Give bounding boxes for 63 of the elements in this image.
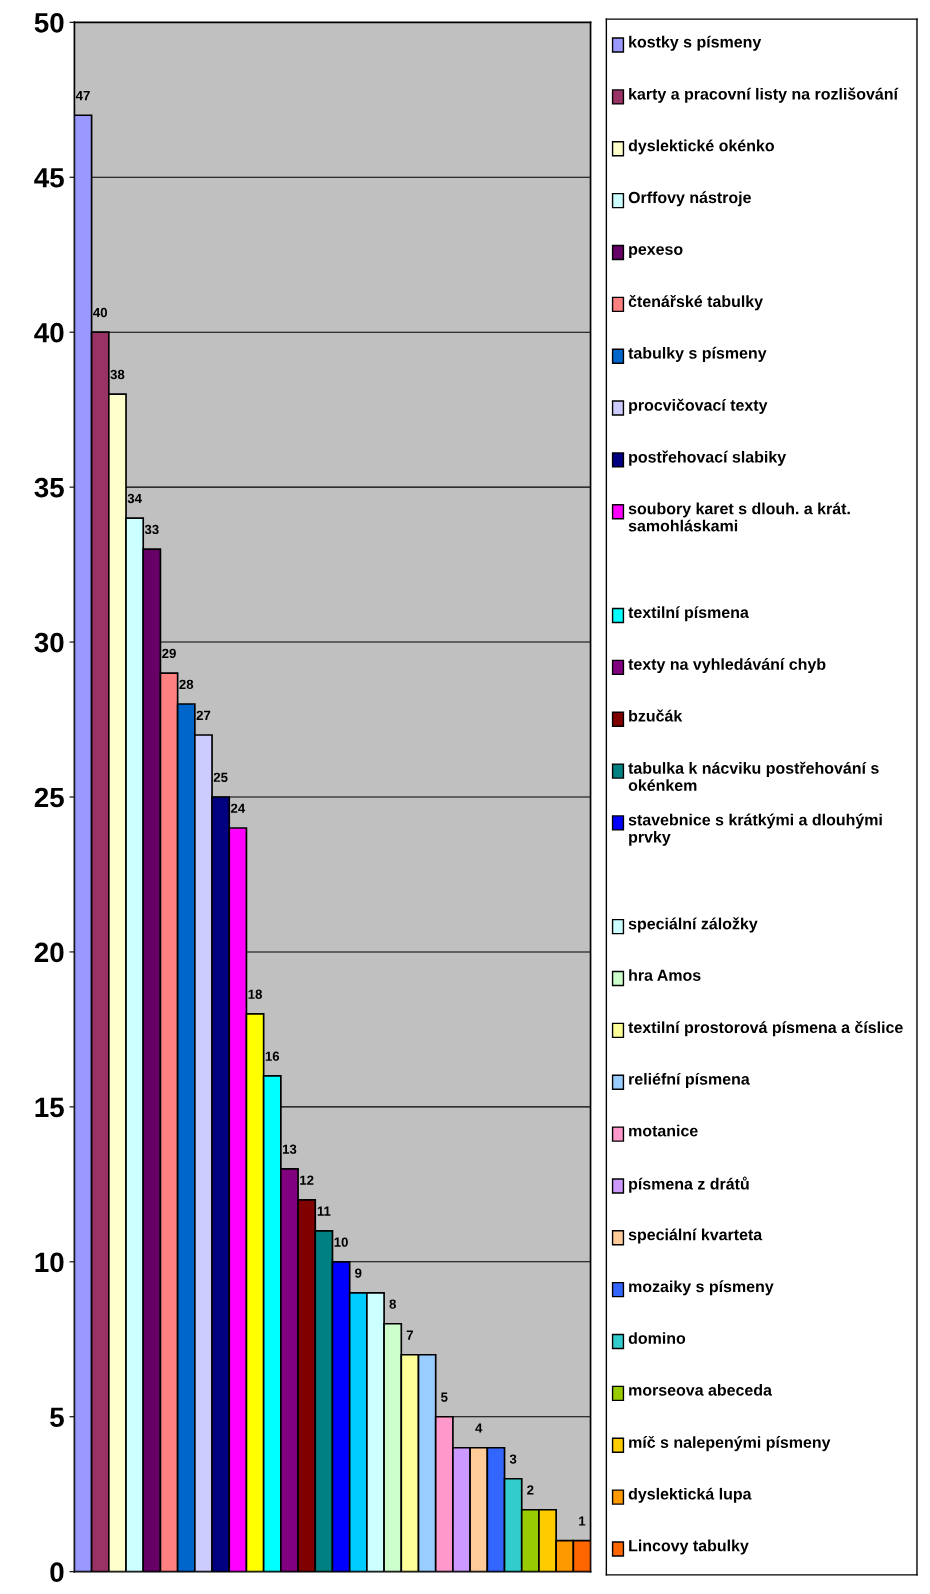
y-tick-label: 50 <box>34 12 64 33</box>
legend-label: motanice <box>629 1124 698 1137</box>
data-label: 10 <box>334 1237 348 1247</box>
legend-label: domino <box>628 1332 686 1344</box>
y-tick-label: 25 <box>34 787 64 808</box>
data-label: 11 <box>317 1206 331 1216</box>
legend-label: dyslektické okénko <box>628 139 774 155</box>
data-label: 9 <box>355 1268 362 1278</box>
data-label: 40 <box>93 307 108 318</box>
data-label: 33 <box>144 524 159 535</box>
data-label: 28 <box>179 679 194 690</box>
data-label: 24 <box>230 803 246 813</box>
y-tick-label: 20 <box>34 942 64 963</box>
legend-label: kostky s písmeny <box>629 35 762 51</box>
y-tick-label: 0 <box>50 1562 64 1583</box>
legend-label: tabulky s písmeny <box>628 346 767 362</box>
y-tick-label: 30 <box>34 632 64 653</box>
legend-label: Orffovy nástroje <box>628 191 751 207</box>
legend-label: textilní písmena <box>628 606 749 622</box>
data-label: 2 <box>527 1485 534 1495</box>
data-label: 18 <box>248 989 262 999</box>
legend-label: procvičovací texty <box>629 398 768 414</box>
data-label: 4 <box>475 1423 483 1433</box>
legend-label: texty na vyhledávání chyb <box>628 658 826 674</box>
legend-label: pexeso <box>629 246 683 259</box>
data-label: 8 <box>389 1299 396 1309</box>
y-tick-label: 40 <box>34 322 64 343</box>
legend-label: karty a pracovní listy na rozlišování <box>629 87 899 103</box>
data-label: 7 <box>406 1330 413 1340</box>
legend-label: míč s nalepenými písmeny <box>629 1435 831 1452</box>
legend-label: bzučák <box>629 709 683 722</box>
legend-label: písmena z drátů <box>629 1176 749 1193</box>
data-label: 29 <box>162 648 176 659</box>
data-label: 12 <box>300 1175 314 1185</box>
data-label: 1 <box>579 1516 586 1526</box>
legend-label: morseova abeceda <box>629 1384 773 1396</box>
legend-label: mozaiky s písmeny <box>629 1280 774 1296</box>
legend-label: reliéfní písmena <box>629 1072 750 1088</box>
data-label: 25 <box>213 772 228 782</box>
data-label: 16 <box>265 1051 280 1061</box>
data-label: 34 <box>127 493 142 504</box>
legend-label: speciální záložky <box>628 917 758 933</box>
data-label: 27 <box>196 710 211 720</box>
legend-label: dyslektická lupa <box>628 1487 752 1503</box>
legend-label: stavebnice s krátkými a dlouhými prvky <box>628 813 882 846</box>
legend-label: čtenářské tabulky <box>628 295 763 311</box>
legend-label: hra Amos <box>629 969 701 981</box>
y-tick-label: 45 <box>34 168 64 188</box>
y-tick-label: 35 <box>34 477 64 498</box>
legend-label: tabulka k nácviku postřehování s okénkem <box>628 761 879 792</box>
legend-label: postřehovací slabiky <box>629 450 787 466</box>
y-tick-label: 15 <box>35 1097 64 1118</box>
data-label: 38 <box>110 369 125 380</box>
legend-label: speciální kvarteta <box>628 1228 763 1244</box>
legend-label: Lincovy tabulky <box>629 1539 749 1555</box>
data-label: 3 <box>509 1454 517 1464</box>
data-label: 5 <box>441 1392 448 1402</box>
data-label: 13 <box>282 1144 297 1154</box>
legend-label: soubory karet s dlouh. a krát. samohláskami <box>628 502 850 532</box>
legend-label: textilní prostorová písmena a číslice <box>628 1021 903 1037</box>
data-label: 47 <box>75 91 90 101</box>
y-tick-label: 5 <box>50 1407 64 1428</box>
y-tick-label: 10 <box>35 1252 64 1273</box>
